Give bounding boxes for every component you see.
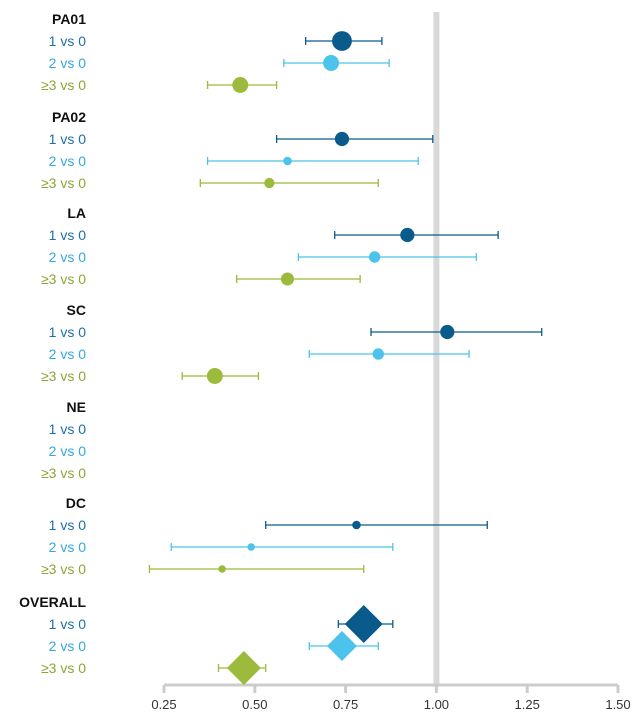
row-label: ≥3 vs 0	[41, 561, 86, 577]
x-tick-label: 1.25	[515, 697, 540, 712]
row-label: 2 vs 0	[49, 539, 87, 555]
estimate-point	[334, 131, 350, 147]
row-label: 2 vs 0	[49, 249, 87, 265]
estimate-point	[332, 31, 352, 51]
row-label: 1 vs 0	[49, 421, 87, 437]
estimate-point	[440, 324, 455, 340]
x-tick-label: 1.00	[424, 697, 449, 712]
group-label-la: LA	[67, 205, 86, 221]
estimate-point	[280, 272, 295, 286]
estimate-point	[283, 156, 292, 166]
x-tick-label: 0.25	[151, 697, 176, 712]
group-label-dc: DC	[66, 495, 86, 511]
row-label: 2 vs 0	[49, 55, 87, 71]
row-label: 1 vs 0	[49, 33, 87, 49]
estimate-point	[323, 55, 340, 71]
row-label: ≥3 vs 0	[41, 660, 86, 676]
row-label: 1 vs 0	[49, 324, 87, 340]
row-label: 2 vs 0	[49, 346, 87, 362]
row-label: 2 vs 0	[49, 153, 87, 169]
estimate-point	[218, 565, 226, 573]
row-label: 1 vs 0	[49, 517, 87, 533]
row-label: 1 vs 0	[49, 227, 87, 243]
estimate-point	[264, 177, 275, 189]
row-label: ≥3 vs 0	[41, 77, 86, 93]
group-label-pa02: PA02	[52, 109, 86, 125]
estimate-diamond	[326, 631, 357, 661]
x-tick-label: 0.50	[242, 697, 267, 712]
row-label: 2 vs 0	[49, 443, 87, 459]
group-label-pa01: PA01	[52, 11, 86, 27]
estimate-point	[206, 368, 223, 384]
row-label: 2 vs 0	[49, 638, 87, 654]
row-label: 1 vs 0	[49, 131, 87, 147]
estimate-diamond	[226, 651, 261, 685]
x-tick-label: 1.50	[605, 697, 630, 712]
row-label: 1 vs 0	[49, 616, 87, 632]
group-label-sc: SC	[67, 302, 86, 318]
estimate-point	[352, 520, 361, 530]
group-label-overall: OVERALL	[19, 594, 86, 610]
row-label: ≥3 vs 0	[41, 465, 86, 481]
estimate-point	[368, 251, 381, 263]
estimate-point	[372, 348, 384, 360]
estimate-diamond	[344, 605, 383, 643]
row-label: ≥3 vs 0	[41, 368, 86, 384]
x-tick-label: 0.75	[333, 697, 358, 712]
row-label: ≥3 vs 0	[41, 175, 86, 191]
estimate-point	[400, 227, 415, 243]
estimate-point	[232, 77, 249, 93]
estimate-point	[247, 543, 255, 551]
row-label: ≥3 vs 0	[41, 271, 86, 287]
group-label-ne: NE	[67, 399, 86, 415]
